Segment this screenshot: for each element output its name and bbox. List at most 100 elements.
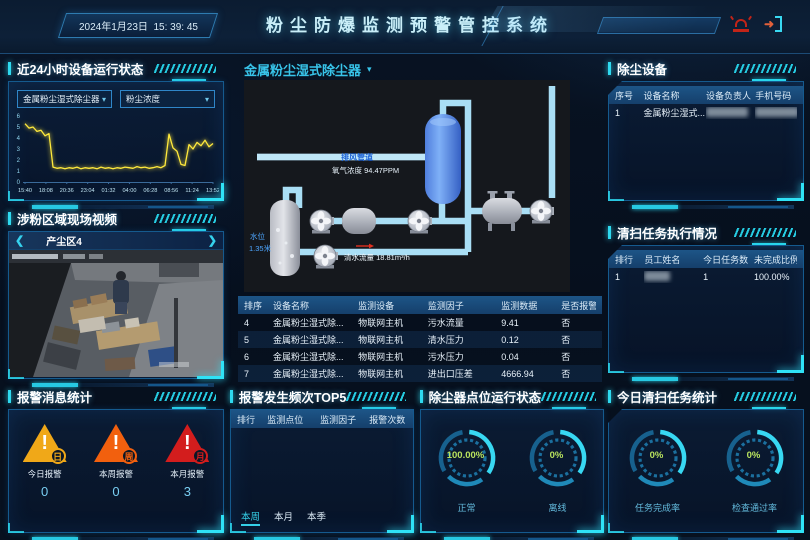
svg-text:18:08: 18:08 — [39, 188, 53, 194]
gauge-ring — [529, 429, 586, 487]
top5-header-row: 排行 监测点位 监测因子 报警次数 — [231, 410, 413, 428]
table-row[interactable]: 6 金属粉尘湿式除... 物联网主机 污水压力 0.04 否 — [244, 351, 571, 363]
header-user-bar — [596, 17, 722, 34]
title-accent — [8, 61, 11, 75]
today-stats-title: 今日清扫任务统计 — [617, 390, 718, 405]
datetime-text: 2024年1月23日 15: 39: 45 — [78, 22, 198, 33]
camera-name: 产尘区4 — [46, 237, 82, 248]
svg-text:20:36: 20:36 — [60, 188, 74, 194]
svg-text:4: 4 — [17, 136, 21, 142]
cleaning-header-row: 排行 员工姓名 今日任务数 未完成比例 — [609, 250, 803, 268]
gauge-value: 0% — [746, 450, 761, 461]
logout-icon[interactable]: ➜ — [764, 16, 782, 32]
device-status-title: 近24小时设备运行状态 — [17, 62, 144, 77]
next-camera-button[interactable]: ❯ — [207, 235, 217, 247]
cleaning-row[interactable]: 1 1 100.00% — [615, 270, 790, 282]
gauge-label: 离线 — [548, 503, 567, 513]
today-stats-panel: 今日清扫任务统计 0% 任务完成率 0% 检查通过率 — [608, 386, 804, 540]
svg-text:23:04: 23:04 — [81, 188, 95, 194]
prev-camera-button[interactable]: ❮ — [15, 235, 25, 247]
period-badge: 月 — [192, 448, 209, 464]
alarm-stat-label: 本周报警 — [98, 469, 133, 479]
svg-text:08:56: 08:56 — [164, 188, 178, 194]
cctv-video-frame[interactable] — [9, 250, 223, 377]
redacted-employee-name — [644, 270, 671, 281]
gauge-value: 0% — [649, 450, 664, 461]
gauge-normal: 100.00% 正常 — [430, 422, 504, 514]
top5-tabs: 本周 本月 本季 — [241, 509, 326, 526]
svg-text:5: 5 — [17, 125, 21, 131]
title-accent — [8, 389, 11, 403]
alarm-stat-value: 0 — [41, 484, 49, 499]
table-row[interactable]: 5 金属粉尘湿式除... 物联网主机 清水压力 0.12 否 — [238, 331, 602, 348]
water-level-value: 1.35米 — [249, 243, 272, 253]
chevron-down-icon: ▾ — [204, 94, 209, 104]
gauge-offline: 0% 离线 — [521, 422, 595, 514]
device-select-value: 金属粉尘湿式除尘器 — [23, 94, 100, 104]
gauge-ring — [438, 429, 495, 487]
gauge-label: 正常 — [457, 503, 476, 513]
hatch-decoration — [734, 227, 796, 237]
table-row[interactable]: 7 金属粉尘湿式除... 物联网主机 进出口压差 4666.94 否 — [238, 365, 602, 382]
title-accent — [608, 225, 611, 239]
alarm-stat-label: 今日报警 — [27, 469, 62, 479]
gauge-ring — [726, 429, 783, 487]
equipment-row[interactable]: 1 金属粉尘湿式... — [609, 104, 803, 121]
alarm-stat-label: 本月报警 — [170, 469, 205, 479]
title-accent — [608, 61, 611, 75]
gauge-value: 0% — [549, 450, 564, 461]
svg-text:15:40: 15:40 — [18, 188, 32, 194]
tab-this-month[interactable]: 本月 — [274, 512, 294, 523]
hatch-decoration — [346, 391, 406, 401]
metric-select[interactable]: 粉尘浓度 ▾ — [120, 90, 215, 108]
device-status-panel: 近24小时设备运行状态 金属粉尘湿式除尘器 ▾ 粉尘浓度 ▾ 0 1 2 3 4 5 6 15… — [8, 58, 224, 209]
panel-footer-decoration — [18, 537, 214, 540]
alarm-top5-panel: 报警发生频次TOP5 排行 监测点位 监测因子 报警次数 本周 本月 本季 — [230, 386, 414, 540]
gauge-label: 检查通过率 — [731, 503, 777, 513]
tab-this-week[interactable]: 本周 — [241, 509, 261, 526]
cleaning-title: 清扫任务执行情况 — [617, 226, 718, 241]
svg-text:3: 3 — [17, 147, 21, 153]
table-row[interactable]: 4 金属粉尘湿式除... 物联网主机 污水流量 9.41 否 — [244, 317, 571, 329]
hatch-decoration — [541, 391, 596, 401]
hatch-decoration — [154, 63, 216, 73]
trend-line-chart: 0 1 2 3 4 5 6 15:40 18:08 20:36 23:04 01:32 04:00 06:… — [17, 114, 220, 194]
gauge-check-pass: 0% 检查通过率 — [718, 422, 792, 514]
svg-text:0: 0 — [17, 180, 21, 186]
panel-footer-decoration — [618, 537, 794, 540]
alarm-stat-item: ! 日今日报警 0 — [16, 424, 74, 499]
hatch-decoration — [734, 63, 796, 73]
top5-title: 报警发生频次TOP5 — [238, 390, 347, 405]
process-flow-diagram: 排风管道 氧气浓度 94.47PPM 水位 1.35米 清水流量 18.81m³… — [244, 80, 570, 292]
panel-footer-decoration — [240, 537, 404, 540]
hatch-decoration — [154, 391, 216, 401]
alarm-stat-item: ! 周本周报警 0 — [87, 424, 145, 499]
chevron-down-icon: ▾ — [101, 94, 106, 104]
alarm-stat-value: 0 — [112, 484, 120, 499]
svg-text:04:00: 04:00 — [122, 188, 136, 194]
app-title: 粉尘防爆监测预警管控系统 — [266, 15, 554, 35]
svg-text:6: 6 — [17, 114, 21, 120]
redacted-phone-number — [755, 106, 797, 117]
main-device-header[interactable]: 金属粉尘湿式除尘器 ▾ — [244, 60, 372, 79]
main-device-title: 金属粉尘湿式除尘器 — [244, 63, 362, 78]
gauge-ring — [629, 429, 686, 487]
redacted-owner-name — [706, 106, 748, 117]
cleaning-tasks-panel: 清扫任务执行情况 排行 员工姓名 今日任务数 未完成比例 1 1 100.00% — [608, 222, 804, 381]
svg-text:1: 1 — [17, 169, 21, 175]
alarm-siren-icon[interactable] — [730, 15, 752, 32]
svg-text:2: 2 — [17, 158, 21, 164]
panel-footer-decoration — [618, 205, 794, 209]
title-accent — [608, 389, 611, 403]
header: 2024年1月23日 15: 39: 45 粉尘防爆监测预警管控系统 ➜ — [0, 0, 810, 54]
equipment-panel: 除尘设备 序号 设备名称 设备负责人 手机号码 1 金属粉尘湿式... — [608, 58, 804, 209]
water-flow-label: 清水流量 18.81m³/h — [344, 252, 410, 262]
alarm-stat-value: 3 — [183, 484, 191, 499]
title-accent — [230, 389, 233, 403]
tab-this-quarter[interactable]: 本季 — [307, 512, 327, 523]
hatch-decoration — [734, 391, 796, 401]
chevron-down-icon: ▾ — [367, 64, 372, 74]
pipe-label: 排风管道 — [341, 152, 373, 162]
device-select[interactable]: 金属粉尘湿式除尘器 ▾ — [17, 90, 112, 108]
